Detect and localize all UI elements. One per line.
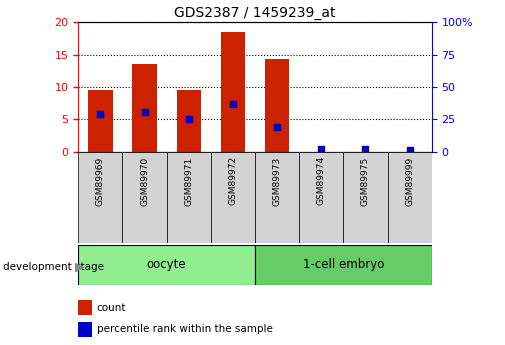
Text: GSM89972: GSM89972 [228,156,237,206]
Bar [167,152,211,243]
Bar [255,152,299,243]
Text: GSM89975: GSM89975 [361,156,370,206]
Point [140,109,148,115]
Point [362,146,370,151]
Text: percentile rank within the sample: percentile rank within the sample [97,325,273,334]
Text: GSM89970: GSM89970 [140,156,149,206]
Bar [299,152,343,243]
Bar [88,90,113,152]
Text: development stage: development stage [3,263,104,272]
Bar [78,152,123,243]
Text: GSM89969: GSM89969 [96,156,105,206]
Point [96,111,105,117]
Title: GDS2387 / 1459239_at: GDS2387 / 1459239_at [174,6,336,20]
Bar [78,322,92,337]
Text: GSM89999: GSM89999 [405,156,414,206]
Text: GSM89974: GSM89974 [317,156,326,206]
Bar [255,245,432,285]
Bar [177,90,201,152]
Text: 1-cell embryo: 1-cell embryo [302,258,384,271]
Text: GSM89973: GSM89973 [273,156,282,206]
Point [317,146,325,152]
Bar [343,152,388,243]
Bar [265,59,289,152]
Bar [211,152,255,243]
Point [273,124,281,129]
Bar [221,32,245,152]
Text: oocyte: oocyte [147,258,186,271]
Text: count: count [97,303,126,313]
Point [229,101,237,107]
Text: GSM89971: GSM89971 [184,156,193,206]
Bar [78,245,255,285]
Bar [388,152,432,243]
Bar [132,64,157,152]
Point [185,117,193,122]
Text: ▶: ▶ [75,261,84,274]
Point [406,147,414,152]
Bar [123,152,167,243]
Bar [78,300,92,315]
